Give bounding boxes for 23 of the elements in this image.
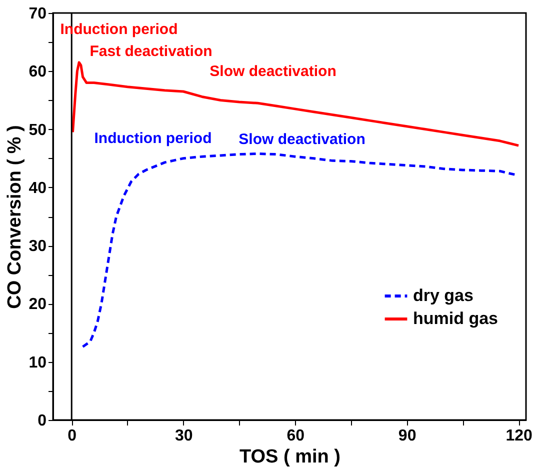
x-axis-title: TOS ( min ) bbox=[240, 446, 340, 468]
annotation: Slow deactivation bbox=[210, 63, 336, 80]
annotation: Fast deactivation bbox=[90, 43, 212, 60]
y-tick-label: 0 bbox=[38, 412, 47, 430]
y-tick-label: 60 bbox=[28, 64, 47, 81]
x-tick-label: 0 bbox=[68, 428, 77, 444]
x-tick-label: 60 bbox=[286, 428, 305, 444]
legend-label: dry gas bbox=[413, 286, 474, 305]
legend-label: humid gas bbox=[413, 309, 498, 328]
y-tick-label: 40 bbox=[28, 180, 47, 197]
y-tick-label: 20 bbox=[28, 296, 47, 314]
y-axis-title: CO Conversion ( % ) bbox=[4, 125, 26, 309]
x-tick-label: 120 bbox=[506, 428, 532, 444]
y-tick-label: 70 bbox=[28, 6, 47, 22]
x-tick-label: 90 bbox=[398, 428, 416, 444]
y-tick-label: 30 bbox=[28, 238, 47, 256]
x-tick-label: 30 bbox=[174, 428, 193, 444]
y-tick-label: 50 bbox=[28, 122, 47, 139]
annotation: Slow deactivation bbox=[238, 131, 366, 148]
y-tick-label: 10 bbox=[28, 354, 47, 372]
line-series bbox=[71, 61, 520, 147]
line-series bbox=[82, 152, 516, 348]
annotation: Induction period bbox=[94, 130, 212, 147]
